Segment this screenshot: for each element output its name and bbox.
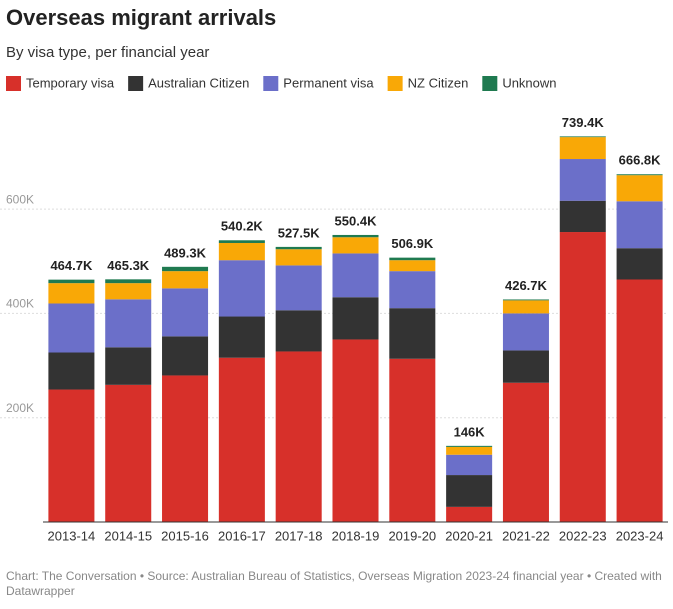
legend-swatch [128, 76, 144, 91]
bar-segment [389, 308, 436, 359]
legend-swatch [482, 76, 498, 91]
bar-segment [162, 336, 209, 376]
bar-segment [389, 271, 436, 309]
bar-segment [502, 382, 549, 522]
bar-segment [332, 253, 379, 298]
legend-swatch [263, 76, 279, 91]
bar-segment [502, 350, 549, 383]
bar-segment [502, 300, 549, 314]
bar-segment [559, 136, 606, 138]
bar-segment [389, 358, 436, 522]
bar-segment [105, 283, 152, 300]
total-label: 426.7K [505, 278, 548, 293]
total-label: 489.3K [164, 245, 207, 260]
bar-segment [218, 357, 265, 522]
bar-segment [616, 279, 663, 522]
bar-segment [162, 266, 209, 272]
bar-segment [502, 313, 549, 351]
total-label: 527.5K [278, 225, 321, 240]
bar-segment [162, 288, 209, 337]
bar-segment [105, 279, 152, 284]
bar-segment [48, 389, 95, 522]
bar-segment [218, 316, 265, 358]
bar-segment [332, 234, 379, 238]
bar-segment [559, 159, 606, 201]
bar-segment [275, 249, 322, 266]
bar-segment [275, 246, 322, 250]
bar-segment [559, 137, 606, 160]
bar-segment [446, 445, 493, 447]
bar-segment [218, 240, 265, 243]
bar-segment [162, 271, 209, 289]
bar-segment [559, 232, 606, 522]
bar-segment [105, 347, 152, 385]
bar-segment [446, 506, 493, 522]
total-label: 146K [454, 424, 486, 439]
bar-segment [389, 257, 436, 261]
bar-segment [446, 454, 493, 476]
x-tick-label: 2017-18 [275, 528, 323, 543]
bar-segment [218, 260, 265, 317]
x-tick-label: 2014-15 [104, 528, 152, 543]
footer: Datawrapper [6, 584, 75, 598]
bar-segment [48, 279, 95, 284]
bar-segment [48, 352, 95, 390]
bar-segment [559, 200, 606, 233]
y-tick-label: 400K [6, 297, 34, 311]
bar-segment [616, 175, 663, 202]
total-label: 666.8K [619, 153, 662, 168]
bar-segment [502, 299, 549, 301]
bar-segment [218, 242, 265, 261]
bar-segment [446, 475, 493, 507]
y-tick-label: 200K [6, 401, 34, 415]
bar-segment [616, 248, 663, 280]
y-tick-label: 600K [6, 192, 34, 206]
total-label: 739.4K [562, 115, 605, 130]
bar-segment [446, 446, 493, 455]
x-tick-label: 2020-21 [445, 528, 493, 543]
bar-segment [275, 351, 322, 522]
legend-label: Unknown [502, 75, 556, 90]
x-tick-label: 2016-17 [218, 528, 266, 543]
total-label: 464.7K [50, 258, 93, 273]
bar-segment [275, 310, 322, 352]
total-label: 540.2K [221, 219, 264, 234]
bar-segment [332, 339, 379, 522]
total-label: 550.4K [335, 213, 378, 228]
chart-title: Overseas migrant arrivals [6, 5, 276, 30]
bar-segment [275, 265, 322, 311]
bar-segment [48, 283, 95, 304]
x-tick-label: 2023-24 [616, 528, 664, 543]
bar-segment [105, 299, 152, 348]
x-tick-label: 2022-23 [559, 528, 607, 543]
legend-label: Temporary visa [26, 75, 115, 90]
bar-segment [332, 297, 379, 340]
bar-segment [616, 201, 663, 249]
legend-label: NZ Citizen [408, 75, 469, 90]
legend-swatch [387, 76, 403, 91]
bar-segment [332, 237, 379, 254]
chart-subtitle: By visa type, per financial year [6, 44, 209, 61]
legend-label: Permanent visa [283, 75, 374, 90]
footer: Chart: The Conversation • Source: Austra… [6, 569, 662, 583]
total-label: 465.3K [107, 258, 150, 273]
x-tick-label: 2015-16 [161, 528, 209, 543]
legend-swatch [6, 76, 21, 91]
bar-segment [616, 174, 663, 176]
bar-segment [105, 384, 152, 522]
x-tick-label: 2019-20 [388, 528, 436, 543]
bar-segment [162, 375, 209, 522]
x-tick-label: 2021-22 [502, 528, 550, 543]
bar-segment [48, 303, 95, 353]
x-tick-label: 2018-19 [332, 528, 380, 543]
bar-segment [389, 260, 436, 272]
total-label: 506.9K [391, 236, 434, 251]
x-tick-label: 2013-14 [48, 528, 96, 543]
legend-label: Australian Citizen [148, 75, 249, 90]
